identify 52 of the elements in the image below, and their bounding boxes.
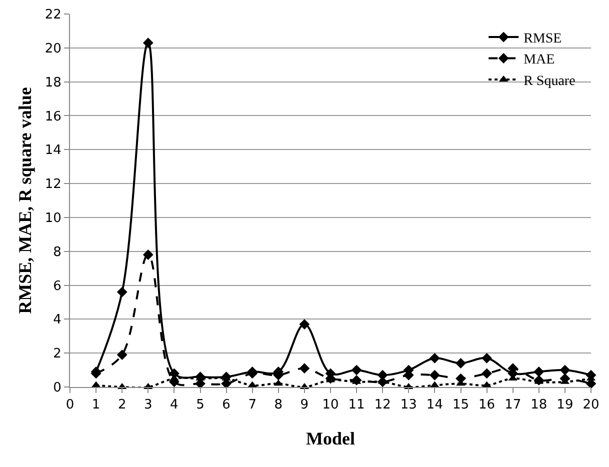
- y-tick-label: 2: [53, 346, 62, 362]
- x-tick-label: 3: [144, 398, 152, 413]
- point: [142, 250, 154, 260]
- x-tick-label: 14: [426, 398, 443, 413]
- x-tick-label: 10: [322, 398, 339, 413]
- x-tick-label: 15: [452, 398, 470, 413]
- x-tick-label: 4: [170, 398, 178, 413]
- point: [116, 350, 128, 360]
- y-tick-label: 4: [53, 312, 62, 328]
- x-tick-label: 1: [92, 398, 100, 413]
- point: [142, 38, 154, 48]
- y-tick-label: 16: [44, 109, 62, 124]
- x-axis-title: Model: [306, 428, 355, 449]
- x-tick-label: 12: [374, 398, 391, 413]
- point: [299, 363, 310, 374]
- x-tick-label: 13: [400, 398, 417, 413]
- legend-label: RMSE: [524, 32, 562, 47]
- x-tick-label: 7: [248, 398, 256, 413]
- y-tick-label: 6: [53, 278, 62, 294]
- x-tick-label: 5: [196, 398, 204, 413]
- y-axis-title: RMSE, MAE, R square value: [15, 87, 36, 314]
- point: [299, 319, 310, 330]
- y-tick-label: 8: [53, 244, 62, 260]
- point: [430, 370, 440, 380]
- x-tick-label: 9: [300, 398, 309, 413]
- point: [482, 368, 492, 379]
- x-tick-label: 16: [478, 398, 496, 413]
- x-tick-label: 19: [556, 398, 574, 413]
- x-tick-label: 20: [582, 398, 600, 413]
- point: [560, 364, 570, 376]
- y-tick-label: 12: [44, 177, 62, 192]
- x-tick-label: 11: [348, 398, 365, 413]
- y-tick-label: 14: [44, 143, 62, 158]
- point: [116, 286, 128, 298]
- point: [430, 352, 440, 364]
- y-tick-label: 18: [44, 75, 62, 90]
- point: [534, 366, 544, 377]
- x-tick-label: 17: [504, 398, 522, 413]
- x-tick-label: 6: [222, 398, 230, 413]
- x-tick-label: 18: [530, 398, 548, 413]
- x-tick-label: 2: [118, 398, 126, 413]
- y-tick-label: 10: [44, 211, 62, 226]
- point: [482, 352, 492, 364]
- x-tick-label: 8: [274, 398, 283, 413]
- legend-label: MAE: [524, 52, 555, 68]
- point: [456, 358, 466, 368]
- y-tick-label: 20: [44, 41, 62, 56]
- x-tick-label: 0: [66, 398, 74, 413]
- legend-label: R Square: [524, 74, 576, 89]
- point: [351, 364, 362, 376]
- y-tick-label: 0: [53, 380, 62, 396]
- y-tick-label: 22: [44, 8, 62, 23]
